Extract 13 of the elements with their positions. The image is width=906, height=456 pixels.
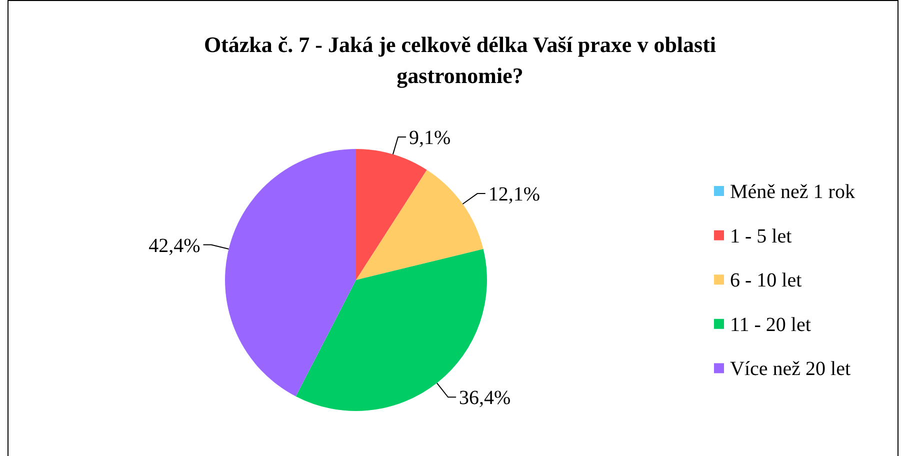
data-label: 9,1% (409, 127, 451, 150)
pie-slice (356, 170, 484, 280)
pie-slice (225, 149, 356, 396)
legend-label: Méně než 1 rok (730, 181, 855, 203)
legend-label: 6 - 10 let (730, 270, 802, 292)
chart-title: Otázka č. 7 - Jaká je celkově délka Vaší praxe v oblasti gastronomie? (204, 32, 716, 88)
legend-label: 11 - 20 let (730, 314, 812, 336)
data-label: 36,4% (459, 387, 511, 410)
data-label: 12,1% (488, 184, 540, 206)
pie-slice (356, 149, 427, 280)
data-label: 42,4% (148, 234, 200, 257)
legend-label: Více než 20 let (730, 358, 851, 380)
legend-label: 1 - 5 let (730, 225, 792, 248)
